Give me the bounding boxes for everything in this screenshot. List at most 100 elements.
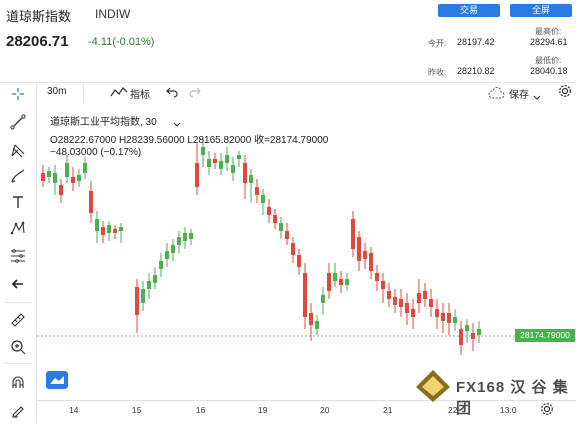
price-change: -4.11(-0.01%)	[88, 36, 155, 48]
fib-levels-icon[interactable]	[8, 246, 28, 266]
candle-body	[429, 299, 433, 307]
candle-body	[207, 159, 211, 167]
candle-body	[357, 237, 361, 261]
candle-body	[477, 329, 481, 335]
candle-body	[381, 281, 385, 289]
candle-body	[453, 317, 457, 323]
candle-body	[89, 191, 93, 213]
open-label: 今开:	[428, 39, 447, 48]
candle-body	[321, 295, 325, 303]
low-value: 28040.18	[530, 66, 568, 76]
crosshair-icon[interactable]	[8, 84, 28, 104]
settings-icon[interactable]	[558, 84, 572, 103]
fx168-logo-icon	[414, 368, 452, 409]
chart-type-button[interactable]	[46, 371, 68, 389]
candle-body	[447, 313, 451, 323]
settings-gear-icon[interactable]	[540, 402, 554, 421]
candle-body	[369, 253, 373, 271]
undo-icon[interactable]	[166, 85, 178, 103]
toolbar-divider	[0, 82, 576, 83]
magnet-icon[interactable]	[8, 373, 28, 393]
candle-body	[393, 297, 397, 305]
candle-body	[231, 165, 235, 173]
candle-body	[135, 287, 139, 315]
candle-body	[375, 273, 379, 281]
toolbar-sep	[83, 82, 84, 102]
pattern-icon[interactable]	[8, 218, 28, 238]
chart-area[interactable]	[37, 103, 576, 423]
low-label: 最低价:	[535, 56, 562, 65]
ruler-icon[interactable]	[8, 310, 28, 330]
candle-body	[153, 275, 157, 283]
candle-body	[363, 251, 367, 259]
trade-button[interactable]: 交易	[438, 4, 500, 17]
prev-close-value: 28210.82	[457, 66, 495, 76]
candle-body	[399, 299, 403, 307]
candle-body	[77, 175, 81, 181]
candle-body	[225, 155, 229, 163]
candle-body	[189, 233, 193, 239]
redo-icon[interactable]	[189, 85, 201, 103]
open-value: 28197.42	[457, 37, 495, 47]
candle-body	[119, 227, 123, 231]
brush-icon[interactable]	[8, 166, 28, 186]
candle-body	[471, 333, 475, 339]
candle-body	[291, 243, 295, 255]
candle-body	[387, 291, 391, 299]
candle-body	[261, 195, 265, 203]
x-tick-21: 21	[383, 405, 393, 415]
candles	[41, 139, 481, 355]
candle-body	[237, 155, 241, 159]
candle-body	[267, 207, 271, 215]
instrument-title: 道琼斯指数	[6, 9, 72, 24]
text-tool-icon[interactable]	[8, 192, 28, 212]
x-tick-20: 20	[320, 405, 330, 415]
candle-body	[113, 229, 117, 233]
legend-ohlc: O28222.67000 H28239.56000 L28165.82000 收…	[50, 135, 329, 146]
candle-body	[177, 237, 181, 245]
candlestick-chart[interactable]	[37, 103, 576, 403]
x-axis-line	[37, 400, 576, 401]
last-price-tag: 28174.79000	[515, 329, 575, 342]
candle-body	[309, 313, 313, 325]
x-tick-22: 22	[448, 405, 458, 415]
candle-body	[255, 187, 259, 195]
candle-body	[201, 147, 205, 155]
candle-body	[107, 225, 111, 233]
candle-body	[411, 309, 415, 317]
pitchfork-icon[interactable]	[8, 140, 28, 160]
candle-body	[459, 329, 463, 345]
candle-body	[83, 163, 87, 173]
fullscreen-button[interactable]: 全屏	[510, 4, 572, 17]
candle-body	[351, 219, 355, 249]
x-tick-15: 15	[132, 405, 142, 415]
lock-drawing-icon[interactable]	[8, 400, 28, 420]
candle-body	[59, 185, 63, 195]
x-tick-16: 16	[196, 405, 206, 415]
candle-body	[279, 223, 283, 231]
candle-body	[159, 261, 163, 269]
candle-body	[423, 291, 427, 299]
candle-body	[101, 227, 105, 235]
candle-body	[345, 279, 349, 285]
candle-body	[65, 163, 69, 177]
x-tick-19: 19	[258, 405, 268, 415]
save-dropdown-icon[interactable]	[533, 88, 541, 106]
back-arrow-icon[interactable]	[8, 274, 28, 294]
watermark-text: FX168 汉 谷 集 团	[456, 379, 569, 417]
candle-body	[71, 177, 75, 183]
zoom-in-icon[interactable]	[8, 337, 28, 357]
candle-body	[249, 175, 253, 183]
candle-body	[417, 293, 421, 303]
trend-line-icon[interactable]	[8, 112, 28, 132]
cloud-icon	[487, 86, 505, 104]
high-label: 最高价:	[535, 27, 562, 36]
legend-change: −48.03000 (−0.17%)	[50, 147, 142, 158]
candle-body	[53, 173, 57, 183]
indicators-icon[interactable]	[110, 85, 128, 103]
interval-select[interactable]: 30m	[47, 86, 67, 97]
legend-dropdown-icon[interactable]	[173, 115, 181, 133]
indicators-button[interactable]: 指标	[130, 90, 150, 101]
candle-body	[303, 273, 307, 317]
save-button[interactable]: 保存	[509, 90, 529, 101]
